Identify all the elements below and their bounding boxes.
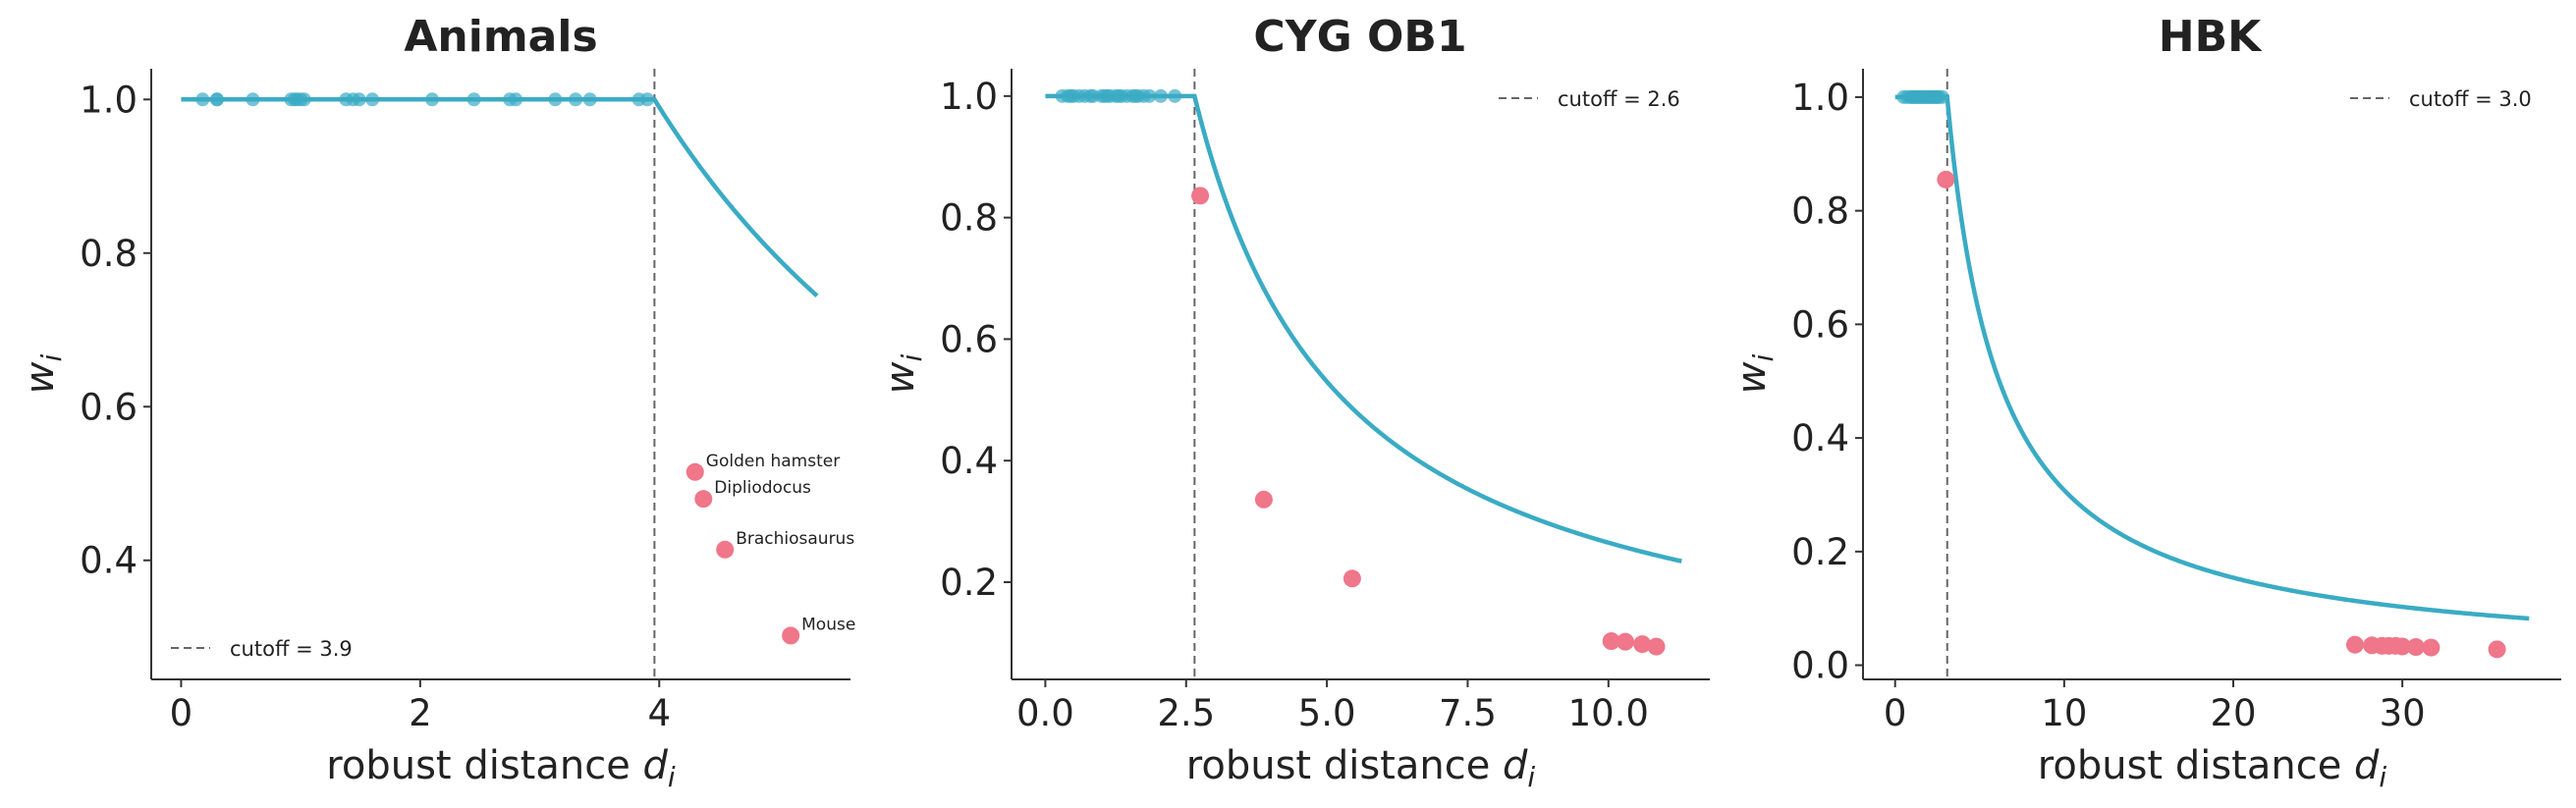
y-tick-label: 1.0 (940, 76, 998, 118)
outlier-annotation: Mouse (801, 615, 855, 634)
y-tick-label: 1.0 (80, 79, 137, 121)
chart-title: Animals (404, 12, 597, 62)
x-tick-label: 10.0 (1568, 692, 1649, 734)
x-tick-label: 7.5 (1439, 692, 1497, 734)
y-tick-label: 0.2 (1791, 531, 1849, 573)
outlier-point (716, 541, 734, 559)
outlier-point (2489, 640, 2506, 658)
y-axis-label: wi (878, 354, 928, 395)
inlier-point (195, 92, 209, 106)
inlier-point (1154, 89, 1168, 103)
weight-curve-line (1895, 97, 2530, 619)
inlier-point (548, 92, 562, 106)
y-tick-label: 0.8 (940, 197, 998, 240)
outlier-point (2422, 639, 2439, 657)
outlier-point (686, 463, 704, 481)
y-tick-label: 0.8 (80, 233, 137, 275)
y-tick-label: 0.6 (940, 318, 998, 360)
outlier-point (782, 626, 799, 644)
inlier-point (425, 92, 439, 106)
outlier-point (1617, 633, 1634, 651)
inlier-point (583, 92, 597, 106)
x-tick-label: 0.0 (1016, 692, 1074, 734)
inlier-point (467, 92, 481, 106)
legend-label: cutoff = 3.0 (2409, 87, 2532, 111)
chart-panel-1: Animals 0 2 4 0.4 0.6 0.8 1.0 robust distance di… (18, 12, 855, 793)
x-tick-label: 0 (170, 692, 193, 734)
inlier-point (1936, 90, 1949, 104)
y-tick-label: 0.4 (1791, 417, 1849, 459)
outlier-point (694, 490, 712, 508)
x-tick-label: 2 (409, 692, 432, 734)
x-tick-label: 20 (2210, 692, 2256, 734)
chart-panel-2: CYG OB1 0.0 2.5 5.0 7.5 10.0 0.2 0.4 0.6 0.8 1.0 ro… (878, 12, 1710, 793)
chart-title: CYG OB1 (1253, 12, 1466, 62)
weight-curve-line (181, 99, 816, 296)
x-axis-label: robust distance di (1186, 743, 1536, 793)
x-tick-label: 10 (2041, 692, 2087, 734)
outlier-point (1255, 491, 1273, 509)
y-axis-label: wi (1729, 354, 1780, 395)
inlier-point (1168, 89, 1181, 103)
outlier-annotation: Dipliodocus (714, 478, 811, 498)
x-axis-label: robust distance di (2038, 743, 2387, 793)
inlier-point (246, 92, 259, 106)
x-tick-label: 5.0 (1298, 692, 1356, 734)
x-tick-label: 4 (647, 692, 671, 734)
y-tick-label: 0.8 (1791, 190, 1849, 233)
inlier-point (640, 92, 654, 106)
x-tick-label: 0 (1884, 692, 1907, 734)
inlier-point (509, 92, 522, 106)
y-tick-label: 0.4 (80, 540, 137, 582)
outlier-annotation: Golden hamster (706, 452, 840, 471)
legend: cutoff = 3.9 (171, 637, 353, 661)
outlier-point (2407, 638, 2425, 656)
x-tick-label: 2.5 (1157, 692, 1215, 734)
x-tick-label: 30 (2380, 692, 2426, 734)
y-tick-label: 0.0 (1791, 645, 1849, 687)
y-tick-label: 0.6 (80, 386, 137, 428)
x-axis-label: robust distance di (326, 743, 676, 793)
outlier-point (1343, 569, 1361, 587)
legend-label: cutoff = 3.9 (230, 637, 353, 661)
y-tick-label: 0.4 (940, 440, 998, 482)
y-tick-label: 0.6 (1791, 303, 1849, 346)
inlier-point (365, 92, 379, 106)
inlier-point (569, 92, 582, 106)
outlier-annotation: Brachiosaurus (736, 529, 854, 549)
y-axis-label: wi (18, 354, 68, 395)
legend: cutoff = 2.6 (1499, 87, 1680, 111)
outlier-point (2346, 636, 2364, 654)
legend-label: cutoff = 2.6 (1558, 87, 1680, 111)
legend: cutoff = 3.0 (2350, 87, 2532, 111)
outlier-point (1648, 638, 1666, 656)
outlier-point (1937, 171, 1954, 189)
chart-title: HBK (2159, 12, 2263, 62)
weight-curve-line (1045, 96, 1681, 562)
chart-panel-3: HBK 0 10 20 30 0.0 0.2 0.4 0.6 0.8 1.0 robust dista… (1729, 12, 2561, 793)
inlier-point (353, 92, 366, 106)
inlier-point (210, 92, 224, 106)
y-tick-label: 1.0 (1791, 77, 1849, 119)
outlier-point (1191, 187, 1209, 204)
inlier-point (298, 92, 311, 106)
y-tick-label: 0.2 (940, 562, 998, 604)
